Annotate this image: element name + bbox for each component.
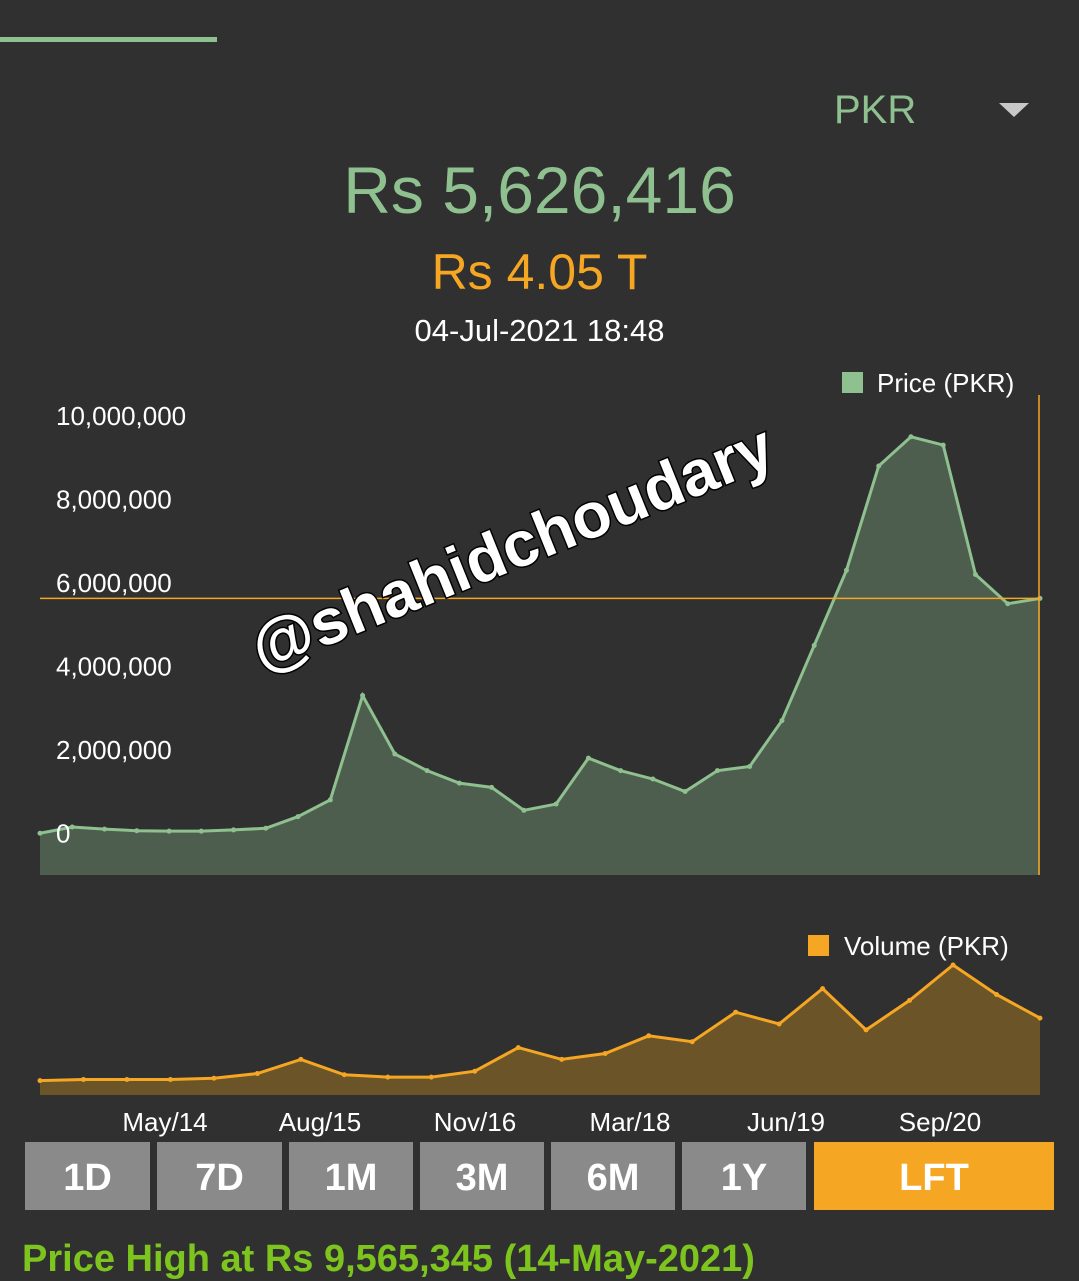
active-tab-indicator [0,37,217,42]
volume-point [37,1078,43,1084]
price-y-tick: 6,000,000 [56,568,172,598]
volume-legend-label: Volume (PKR) [844,931,1009,961]
price-legend-swatch [842,372,863,393]
price-chart [37,395,1043,875]
x-axis: May/14 Aug/15 Nov/16 Mar/18 Jun/19 Sep/20 [122,1107,981,1137]
price-point-Jun/18 [456,780,462,786]
volume-point [211,1075,217,1081]
volume-point [950,962,956,968]
price-high-text: Price High at Rs 9,565,345 (14-May-2021) [22,1238,755,1280]
price-line [39,435,1041,835]
volume-point [907,997,913,1003]
price-y-tick: 2,000,000 [56,735,172,765]
volume-point [167,1076,173,1082]
price-point-Dec/20 [811,642,817,648]
volume-point [733,1009,739,1015]
market-cap: Rs 4.05 T [431,244,648,300]
volume-point [602,1051,608,1056]
range-button-3m[interactable]: 3M [420,1142,544,1210]
volume-point [1037,1015,1043,1021]
volume-point [994,992,1000,997]
price-point-Oct/17 [327,797,333,803]
watermark-text: @shahidchoudary [240,410,784,685]
range-button-1y[interactable]: 1Y [682,1142,806,1210]
price-area [40,436,1040,875]
volume-point [472,1068,478,1074]
price-point-Dec/19 [650,776,656,782]
chevron-down-icon[interactable] [999,103,1029,117]
price-point-Feb/21 [876,463,882,469]
price-y-tick: 0 [56,818,70,848]
price-y-axis: 10,000,000 8,000,000 6,000,000 4,000,000 2,0… [56,401,186,848]
volume-point [646,1033,652,1039]
x-tick-label: Mar/18 [590,1107,671,1137]
volume-point [385,1074,391,1080]
price-point-Apr/21 [940,442,946,448]
volume-point [428,1074,434,1080]
volume-point [341,1072,347,1078]
price-point-Sep/18 [489,784,495,790]
timestamp: 04-Jul-2021 18:48 [414,313,665,348]
volume-point [776,1021,782,1027]
price-point-Sep/20 [747,763,753,769]
x-tick-label: Jun/19 [747,1107,825,1137]
price-point-Jun/21 [1005,601,1011,607]
price-point-May/21 [972,571,978,577]
volume-point [820,986,826,992]
price-point-Jan/18 [392,751,398,757]
volume-point [689,1039,695,1045]
volume-area [40,965,1040,1095]
price-legend-label: Price (PKR) [877,368,1014,398]
price-point-Jul/15 [166,828,172,834]
range-button-6m[interactable]: 6M [551,1142,675,1210]
price-point-Mar/18 [424,768,430,774]
volume-point [254,1071,260,1077]
price-volume-chart[interactable]: 10,000,000 8,000,000 6,000,000 4,000,000 2,0… [0,0,1079,1254]
price-point-Mar/21 [908,434,914,440]
price-y-tick: 8,000,000 [56,484,172,514]
price-point-Jan/17 [263,825,269,831]
price-y-tick: 10,000,000 [56,401,186,431]
volume-point [124,1076,130,1082]
x-tick-label: Nov/16 [434,1107,516,1137]
price-point-Dec/17 [360,693,366,699]
volume-point [80,1076,86,1082]
price-point-Jun/19 [585,755,591,761]
price-point-Jun/20 [714,768,720,774]
volume-point [559,1056,565,1062]
volume-point [515,1045,521,1051]
price-y-tick: 4,000,000 [56,651,172,681]
volume-point [298,1056,304,1062]
price-point-Dec/18 [521,807,527,813]
range-button-1d[interactable]: 1D [25,1142,150,1210]
price-point-Jul/14 [102,826,108,832]
current-price: Rs 5,626,416 [343,153,736,227]
price-point-Jul/13 [37,830,43,836]
price-point-Nov/20 [779,718,785,724]
x-tick-label: Aug/15 [279,1107,361,1137]
price-point-Jul/16 [231,827,237,833]
price-point-Sep/19 [618,768,624,774]
volume-point [863,1027,869,1033]
range-button-7d[interactable]: 7D [157,1142,282,1210]
price-point-Mar/20 [682,789,688,795]
price-point-Jan/16 [198,828,204,834]
currency-selector[interactable]: PKR [834,88,917,132]
price-point-Jan/15 [134,828,140,834]
volume-chart [37,962,1043,1095]
price-point-Jul/17 [295,814,301,820]
price-point-Jan/14 [69,824,75,830]
x-tick-label: May/14 [122,1107,207,1137]
range-button-1m[interactable]: 1M [289,1142,413,1210]
price-point-Mar/19 [553,801,559,807]
x-tick-label: Sep/20 [899,1107,981,1137]
volume-legend-swatch [808,935,829,956]
price-point-Jan/21 [843,567,849,573]
range-button-lft[interactable]: LFT [814,1142,1054,1210]
volume-line [39,963,1041,1083]
